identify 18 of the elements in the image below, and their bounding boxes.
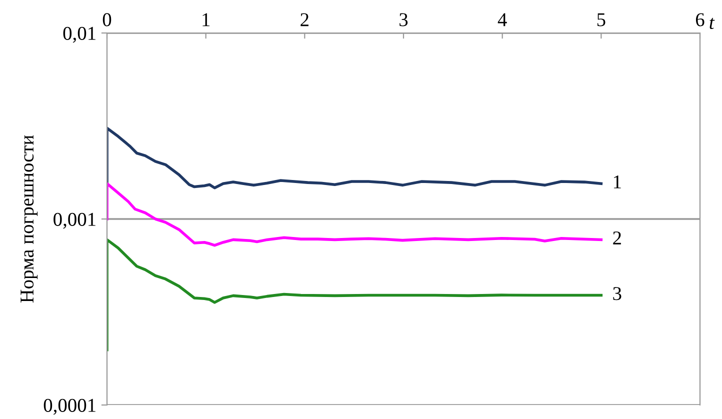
- line-series: [107, 182, 603, 247]
- x-axis-title: t: [710, 18, 715, 30]
- series-label: 3: [613, 287, 622, 300]
- y-tick-label: 0,001: [54, 212, 96, 229]
- series-label: 1: [614, 175, 621, 188]
- y-tick-label: 0,0001: [44, 398, 96, 415]
- x-tick-label: 3: [400, 13, 408, 26]
- x-tick-label: 5: [597, 13, 606, 26]
- x-tick-label: 4: [498, 13, 507, 26]
- x-tick-label: 0: [102, 13, 112, 26]
- x-tick-label: 2: [300, 13, 308, 26]
- x-tick-label: 1: [202, 13, 210, 26]
- y-tick-label: 0,01: [63, 26, 96, 43]
- x-tick-label: 6: [696, 13, 704, 26]
- line-series: [107, 238, 603, 352]
- line-series: [107, 126, 603, 190]
- series-label: 2: [613, 231, 621, 244]
- y-axis-title: Норма погрешности: [20, 135, 38, 303]
